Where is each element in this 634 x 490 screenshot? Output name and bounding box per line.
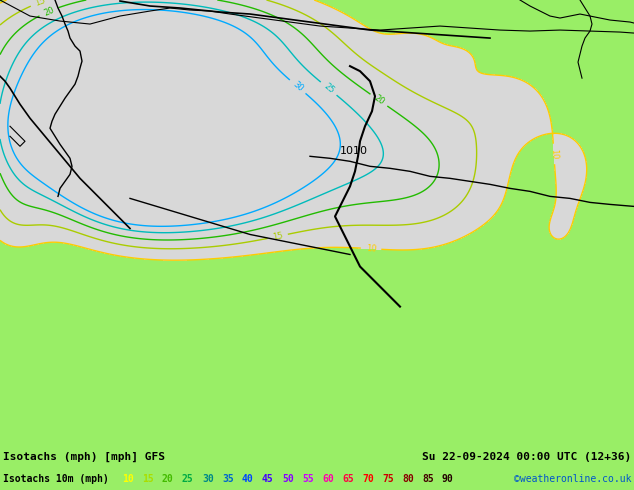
Text: 40: 40: [242, 474, 254, 484]
Text: 10: 10: [366, 244, 377, 253]
Text: 15: 15: [142, 474, 154, 484]
Text: Isotachs 10m (mph): Isotachs 10m (mph): [3, 474, 109, 484]
Text: 25: 25: [321, 82, 335, 96]
Text: 15: 15: [272, 231, 284, 242]
Text: 1010: 1010: [340, 147, 368, 156]
Text: 65: 65: [342, 474, 354, 484]
Text: 20: 20: [162, 474, 174, 484]
Text: 85: 85: [422, 474, 434, 484]
Text: ©weatheronline.co.uk: ©weatheronline.co.uk: [514, 474, 631, 484]
Text: 55: 55: [302, 474, 314, 484]
Text: Isotachs (mph) [mph] GFS: Isotachs (mph) [mph] GFS: [3, 452, 165, 462]
Text: 70: 70: [362, 474, 374, 484]
Text: 20: 20: [42, 5, 55, 18]
Text: 10: 10: [122, 474, 134, 484]
Text: 80: 80: [402, 474, 414, 484]
Text: 45: 45: [262, 474, 274, 484]
Text: 20: 20: [372, 94, 385, 107]
Text: 30: 30: [291, 80, 304, 94]
Text: 90: 90: [442, 474, 454, 484]
Text: 25: 25: [182, 474, 194, 484]
Text: Su 22-09-2024 00:00 UTC (12+36): Su 22-09-2024 00:00 UTC (12+36): [422, 452, 631, 462]
Text: 30: 30: [202, 474, 214, 484]
Text: 75: 75: [382, 474, 394, 484]
Text: 50: 50: [282, 474, 294, 484]
Text: 15: 15: [34, 0, 47, 8]
Text: 35: 35: [222, 474, 234, 484]
Text: 10: 10: [549, 148, 559, 159]
Text: 60: 60: [322, 474, 333, 484]
